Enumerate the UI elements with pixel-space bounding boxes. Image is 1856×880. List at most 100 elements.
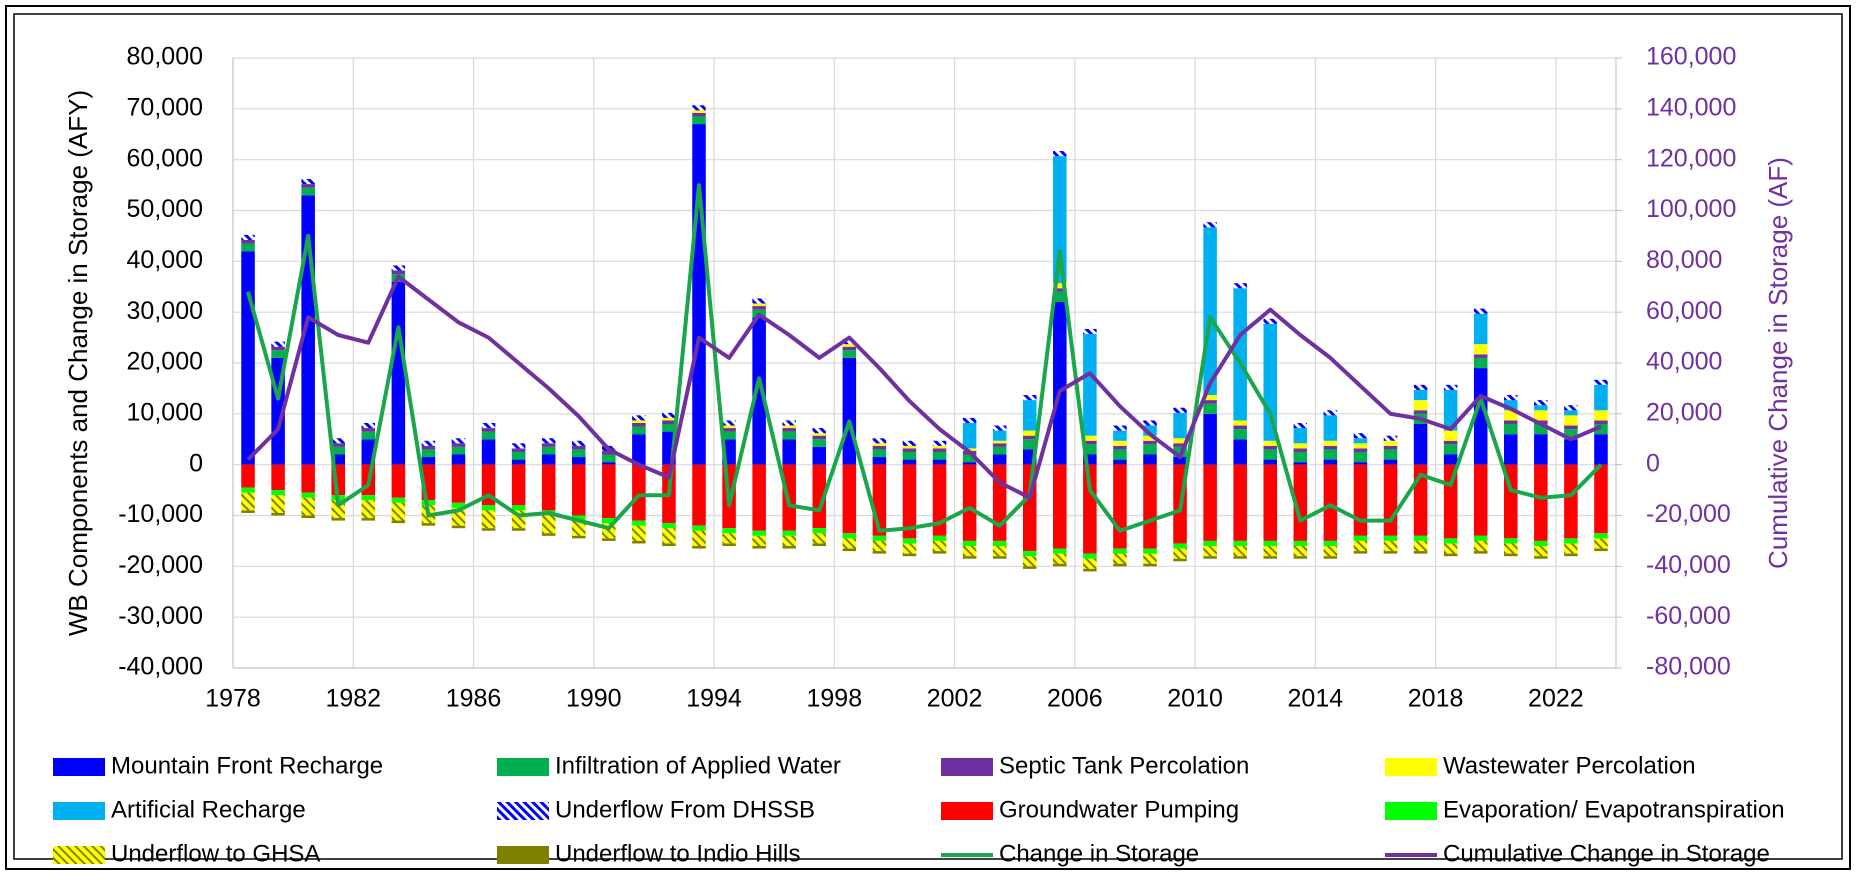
bar-segment [662, 420, 676, 424]
bar-segment [1173, 412, 1187, 439]
bar-segment [1413, 400, 1428, 411]
bar-segment [481, 422, 496, 429]
bar-segment [1233, 283, 1247, 289]
bar-segment [1323, 546, 1338, 557]
bar-segment [632, 420, 646, 423]
bar-segment [1564, 415, 1578, 426]
legend-label: Underflow to Indio Hills [555, 840, 800, 867]
bar-segment [1323, 459, 1338, 465]
bar-segment [481, 428, 496, 432]
bar-segment [481, 439, 496, 465]
bar-segment [752, 464, 766, 531]
bar-segment [1233, 425, 1247, 430]
bar-segment [1594, 379, 1608, 385]
legend-swatch [497, 758, 549, 776]
x-tick-label: 1994 [686, 685, 742, 713]
bar-segment [1383, 435, 1398, 441]
bar-segment [511, 505, 526, 511]
bar-segment [1443, 430, 1458, 441]
bar-segment [1353, 448, 1368, 452]
bar-segment [1473, 344, 1488, 355]
bar-segment [602, 518, 616, 524]
bar-segment [632, 434, 646, 465]
bar-segment [1113, 430, 1127, 441]
bar-segment [602, 538, 616, 541]
bar-segment [541, 438, 556, 444]
bar-segment [1443, 444, 1458, 455]
bar-segment [391, 281, 406, 465]
bar-segment [1413, 410, 1428, 414]
legend-label: Cumulative Change in Storage [1443, 840, 1770, 867]
bar-segment [331, 446, 345, 455]
bar-segment [301, 178, 315, 185]
bar-segment [1233, 429, 1247, 440]
bar-segment [1053, 156, 1067, 284]
line-series [246, 274, 1602, 500]
bar-segment [752, 317, 766, 465]
bar-segment [872, 535, 887, 541]
bar-segment [241, 487, 255, 493]
bar-segment [992, 454, 1007, 465]
bar-segment [1504, 395, 1518, 401]
bar-segment [812, 439, 827, 447]
x-tick-label: 1978 [205, 685, 261, 713]
bar-segment [1413, 424, 1428, 465]
bar-segment [481, 528, 496, 531]
y-tick-label: 30,000 [127, 297, 203, 325]
bar-segment [1233, 464, 1247, 541]
bar-segment [271, 346, 285, 351]
bar-segment [932, 445, 947, 449]
x-tick-label: 1982 [325, 685, 381, 713]
bar-segment [1534, 540, 1548, 546]
bar-segment [1383, 551, 1398, 554]
bar-segment [1083, 440, 1097, 445]
bar-segment [932, 451, 947, 460]
bar-segment [1053, 302, 1067, 465]
bar-segment [391, 265, 406, 271]
x-tick-label: 1986 [446, 685, 502, 713]
bar-segment [1594, 464, 1608, 534]
bar-segment [301, 187, 315, 196]
bar-segment [1443, 389, 1458, 431]
y2-tick-label: 0 [1646, 449, 1660, 477]
bar-segment [1293, 462, 1308, 465]
bar-segment [1022, 435, 1037, 440]
bar-segment [962, 454, 977, 463]
bar-segment [722, 533, 736, 544]
bar-segment [932, 448, 947, 452]
bar-segment [1233, 420, 1247, 426]
bar-segment [271, 490, 285, 496]
bar-segment [421, 440, 436, 446]
bar-segment [541, 515, 556, 534]
bar-segment [421, 500, 436, 506]
bar-segment [782, 530, 796, 536]
bar-segment [1022, 439, 1037, 450]
bar-segment [1383, 535, 1398, 541]
bar-segment [1383, 464, 1398, 536]
y2-tick-label: -60,000 [1646, 602, 1731, 630]
bar-segment [692, 112, 706, 117]
bar-segment [1113, 425, 1127, 431]
bar-segment [1534, 556, 1548, 559]
bar-segment [932, 535, 947, 541]
y2-tick-label: 140,000 [1646, 93, 1736, 121]
bar-segment [632, 464, 646, 521]
bar-segment [1323, 445, 1338, 450]
bar-segment [722, 543, 736, 546]
bar-segment [1413, 540, 1428, 552]
bar-segment [1173, 407, 1187, 413]
bar-segment [1473, 551, 1488, 554]
bar-segment [812, 528, 827, 534]
bar-segment [541, 443, 556, 447]
bar-segment [902, 445, 917, 449]
bar-segment [872, 457, 887, 465]
bar-segment [752, 546, 766, 549]
bar-segment [391, 270, 406, 275]
bar-segment [1383, 445, 1398, 450]
bar-segment [1233, 546, 1247, 557]
bar-segment [1473, 313, 1488, 345]
bar-segment [1564, 425, 1578, 430]
bar-segment [662, 528, 676, 544]
bar-segment [271, 350, 285, 358]
